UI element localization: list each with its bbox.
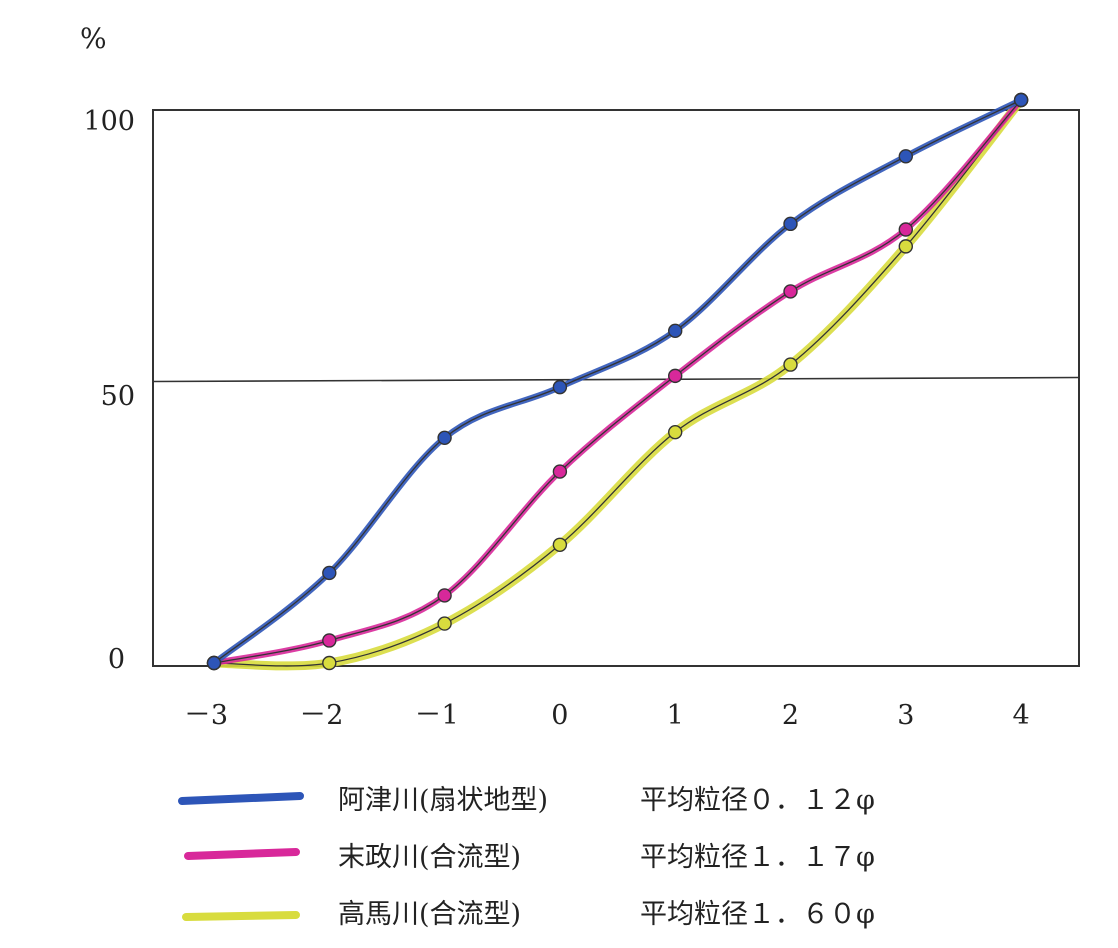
y-tick-label-0: 0 xyxy=(108,644,125,675)
x-tick-label: －3 xyxy=(184,700,228,731)
x-tick-label: 3 xyxy=(897,700,914,731)
x-tick-label: －1 xyxy=(415,700,459,731)
legend-label: 阿津川(扇状地型) xyxy=(338,785,548,816)
legend-note: 平均粒径１．６０φ xyxy=(640,899,875,930)
legend-swatch xyxy=(182,911,300,921)
data-point xyxy=(668,323,683,339)
data-point xyxy=(322,565,337,581)
data-point xyxy=(437,430,452,445)
grid-line-50 xyxy=(152,376,1080,383)
data-point xyxy=(206,655,222,671)
legend: 阿津川(扇状地型) 平均粒径０．１２φ 末政川(合流型) 平均粒径１．１７φ 高… xyxy=(178,785,875,930)
data-point xyxy=(783,357,798,372)
data-point xyxy=(783,216,798,232)
data-point xyxy=(898,149,913,164)
x-tick-label: 2 xyxy=(782,700,799,731)
legend-swatch xyxy=(184,848,300,860)
data-point xyxy=(668,368,683,384)
legend-item-3: 高馬川(合流型) 平均粒径１．６０φ xyxy=(182,899,875,930)
data-point xyxy=(898,239,913,254)
data-point xyxy=(437,616,452,631)
series-line xyxy=(213,99,1022,667)
x-tick-label: 0 xyxy=(551,700,568,731)
data-point xyxy=(552,379,568,395)
legend-label: 末政川(合流型) xyxy=(338,842,521,873)
data-point xyxy=(668,424,683,440)
series-highlight xyxy=(209,95,1026,671)
data-point xyxy=(1013,92,1029,108)
x-tick-label: 4 xyxy=(1013,700,1030,731)
legend-note: 平均粒径１．１７φ xyxy=(640,842,875,873)
x-tick-labels: －3 －2 －1 0 1 2 3 4 xyxy=(184,700,1030,731)
series-line xyxy=(213,99,1022,664)
y-tick-label-100: 100 xyxy=(83,106,135,137)
y-axis-unit: % xyxy=(80,22,107,55)
data-point xyxy=(783,284,798,299)
data-point xyxy=(552,537,568,552)
plot-frame xyxy=(152,109,1080,667)
legend-item-1: 阿津川(扇状地型) 平均粒径０．１２φ xyxy=(178,785,875,816)
x-tick-label: －2 xyxy=(299,700,343,731)
data-point xyxy=(898,222,913,237)
series-1 xyxy=(206,92,1029,671)
legend-label: 高馬川(合流型) xyxy=(338,899,521,930)
data-point xyxy=(552,464,568,479)
data-point xyxy=(322,655,337,671)
legend-swatch xyxy=(178,792,304,805)
x-tick-label: 1 xyxy=(667,700,684,731)
grid-layer xyxy=(152,376,1080,383)
legend-item-2: 末政川(合流型) 平均粒径１．１７φ xyxy=(184,842,875,873)
legend-note: 平均粒径０．１２φ xyxy=(640,785,875,816)
series-layer xyxy=(206,92,1029,671)
data-point xyxy=(322,633,337,648)
data-point xyxy=(437,588,452,603)
y-tick-label-50: 50 xyxy=(101,381,135,412)
